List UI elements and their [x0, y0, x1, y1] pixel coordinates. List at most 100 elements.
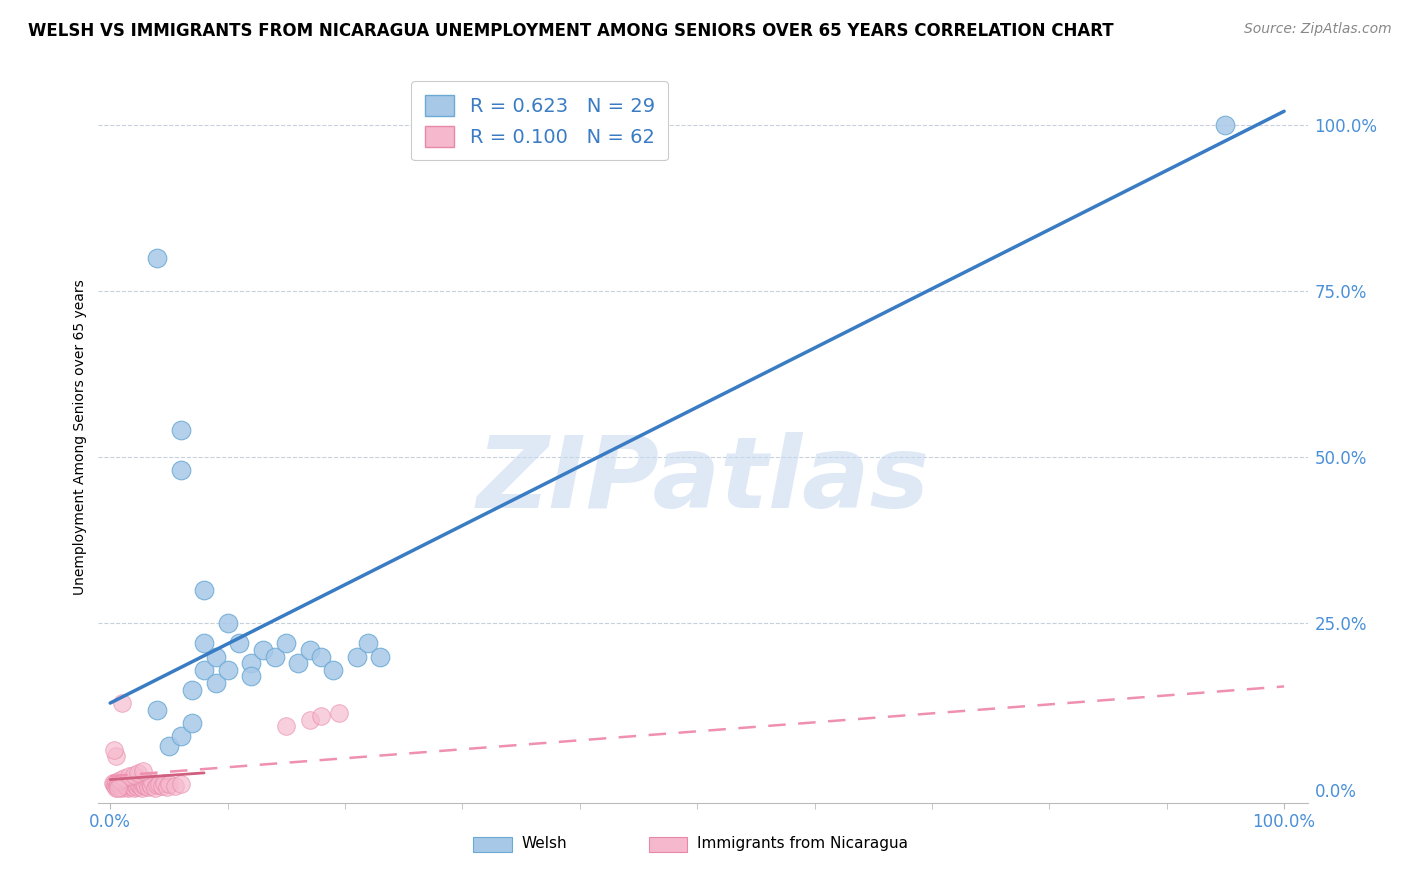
Point [114, 778, 136, 792]
Point [346, 649, 368, 664]
Point [228, 636, 250, 650]
Point [134, 779, 156, 793]
Legend: R = 0.623   N = 29, R = 0.100   N = 62: R = 0.623 N = 29, R = 0.100 N = 62 [411, 81, 668, 161]
FancyBboxPatch shape [648, 838, 688, 852]
Point [153, 776, 176, 790]
Point [120, 774, 142, 789]
Point [204, 676, 226, 690]
Point [240, 656, 263, 670]
Point [122, 768, 145, 782]
Point [105, 780, 128, 795]
Text: ZIPatlas: ZIPatlas [477, 433, 929, 530]
Point [157, 777, 180, 791]
Point [357, 636, 380, 650]
Point [127, 780, 149, 794]
Point [298, 643, 321, 657]
Point [217, 616, 239, 631]
Point [141, 775, 163, 789]
Point [146, 703, 169, 717]
Point [328, 706, 350, 720]
Point [298, 713, 321, 727]
Point [169, 424, 191, 438]
Point [263, 649, 285, 664]
Point [217, 663, 239, 677]
Point [110, 778, 132, 792]
Point [108, 780, 131, 794]
Point [117, 776, 139, 790]
Point [1215, 118, 1237, 132]
Point [131, 780, 153, 795]
Point [276, 719, 298, 733]
FancyBboxPatch shape [474, 838, 512, 852]
Point [120, 777, 142, 791]
Point [111, 696, 134, 710]
Point [163, 779, 186, 793]
Point [141, 779, 163, 793]
Point [252, 643, 274, 657]
Point [155, 780, 177, 794]
Point [311, 709, 333, 723]
Point [128, 779, 150, 793]
Text: WELSH VS IMMIGRANTS FROM NICARAGUA UNEMPLOYMENT AMONG SENIORS OVER 65 YEARS CORR: WELSH VS IMMIGRANTS FROM NICARAGUA UNEMP… [28, 22, 1114, 40]
Point [132, 778, 155, 792]
Point [181, 716, 204, 731]
Point [112, 779, 135, 793]
Point [146, 778, 169, 792]
Point [287, 656, 309, 670]
Point [122, 780, 145, 795]
Y-axis label: Unemployment Among Seniors over 65 years: Unemployment Among Seniors over 65 years [73, 279, 87, 595]
Point [240, 669, 263, 683]
Point [115, 780, 138, 794]
Point [105, 779, 128, 793]
Point [105, 749, 128, 764]
Point [111, 781, 134, 796]
Point [146, 251, 169, 265]
Text: Source: ZipAtlas.com: Source: ZipAtlas.com [1244, 22, 1392, 37]
Point [322, 663, 344, 677]
Point [125, 776, 148, 790]
Point [157, 739, 180, 754]
Point [107, 776, 129, 790]
Point [105, 774, 128, 789]
Point [111, 776, 134, 790]
Point [132, 764, 155, 778]
Point [107, 781, 129, 796]
Point [112, 774, 135, 789]
Point [276, 636, 298, 650]
Point [148, 776, 170, 790]
Point [122, 776, 145, 790]
Point [169, 729, 191, 743]
Point [101, 776, 124, 790]
Point [112, 771, 135, 785]
Point [150, 779, 173, 793]
Point [112, 777, 135, 791]
Point [124, 778, 146, 792]
Point [103, 742, 125, 756]
Point [118, 779, 141, 793]
Point [103, 777, 125, 791]
Point [193, 636, 215, 650]
Point [181, 682, 204, 697]
Point [193, 663, 215, 677]
Text: Immigrants from Nicaragua: Immigrants from Nicaragua [697, 836, 908, 851]
Point [169, 776, 191, 790]
Text: Welsh: Welsh [522, 836, 567, 851]
Point [127, 777, 149, 791]
Point [121, 779, 143, 793]
Point [108, 772, 131, 787]
Point [104, 779, 127, 793]
Point [368, 649, 391, 664]
Point [169, 463, 191, 477]
Point [129, 775, 152, 789]
Point [311, 649, 333, 664]
Point [135, 776, 157, 790]
Point [143, 780, 166, 795]
Point [118, 769, 141, 783]
Point [127, 765, 149, 780]
Point [204, 649, 226, 664]
Point [134, 776, 156, 790]
Point [193, 582, 215, 597]
Point [139, 777, 162, 791]
Point [117, 781, 139, 796]
Point [136, 780, 159, 794]
